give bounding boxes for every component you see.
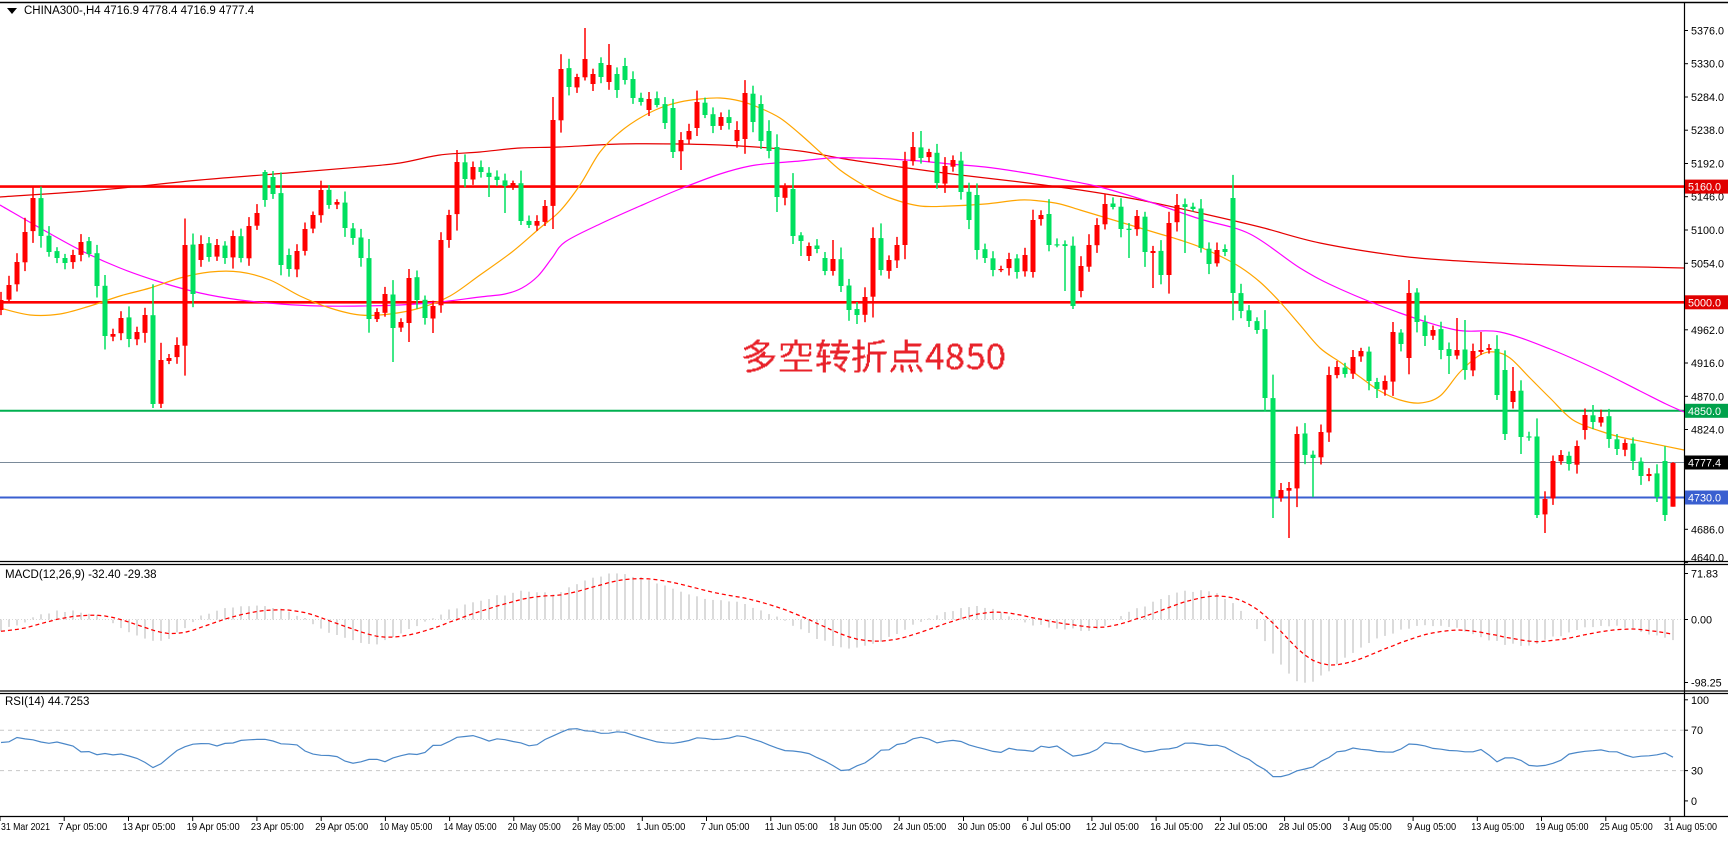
- svg-text:7 Jun 05:00: 7 Jun 05:00: [701, 821, 750, 833]
- svg-text:19 Apr 05:00: 19 Apr 05:00: [187, 821, 240, 833]
- svg-text:1 Jun 05:00: 1 Jun 05:00: [636, 821, 685, 833]
- svg-text:10 May 05:00: 10 May 05:00: [379, 821, 432, 833]
- svg-text:25 Aug 05:00: 25 Aug 05:00: [1600, 821, 1653, 833]
- svg-text:20 May 05:00: 20 May 05:00: [508, 821, 561, 833]
- svg-text:4962.0: 4962.0: [1691, 325, 1724, 337]
- svg-text:71.83: 71.83: [1691, 569, 1718, 581]
- svg-text:5160.0: 5160.0: [1688, 182, 1721, 194]
- svg-text:11 Jun 05:00: 11 Jun 05:00: [765, 821, 818, 833]
- svg-text:4850.0: 4850.0: [1688, 406, 1721, 418]
- svg-text:24 Jun 05:00: 24 Jun 05:00: [893, 821, 946, 833]
- svg-text:0: 0: [1691, 796, 1697, 808]
- svg-text:7 Apr 05:00: 7 Apr 05:00: [58, 821, 107, 833]
- svg-text:19 Aug 05:00: 19 Aug 05:00: [1536, 821, 1589, 833]
- svg-text:13 Aug 05:00: 13 Aug 05:00: [1471, 821, 1524, 833]
- svg-text:16 Jul 05:00: 16 Jul 05:00: [1150, 821, 1203, 833]
- svg-text:100: 100: [1691, 695, 1709, 707]
- svg-text:22 Jul 05:00: 22 Jul 05:00: [1214, 821, 1267, 833]
- svg-text:4730.0: 4730.0: [1688, 493, 1721, 505]
- svg-text:26 May 05:00: 26 May 05:00: [572, 821, 625, 833]
- svg-text:4916.0: 4916.0: [1691, 358, 1724, 370]
- svg-text:4640.0: 4640.0: [1691, 553, 1724, 565]
- svg-text:5000.0: 5000.0: [1688, 297, 1721, 309]
- svg-text:5192.0: 5192.0: [1691, 159, 1724, 171]
- svg-text:29 Apr 05:00: 29 Apr 05:00: [315, 821, 368, 833]
- svg-text:5376.0: 5376.0: [1691, 26, 1724, 38]
- svg-text:0.00: 0.00: [1691, 615, 1712, 627]
- svg-text:5238.0: 5238.0: [1691, 125, 1724, 137]
- svg-text:4777.4: 4777.4: [1688, 458, 1721, 470]
- svg-text:30: 30: [1691, 766, 1703, 778]
- svg-text:5284.0: 5284.0: [1691, 92, 1724, 104]
- svg-text:13 Apr 05:00: 13 Apr 05:00: [123, 821, 176, 833]
- svg-text:5100.0: 5100.0: [1691, 225, 1724, 237]
- svg-text:5330.0: 5330.0: [1691, 59, 1724, 71]
- svg-text:RSI(14) 44.7253: RSI(14) 44.7253: [5, 696, 89, 708]
- svg-text:12 Jul 05:00: 12 Jul 05:00: [1086, 821, 1139, 833]
- svg-text:3 Aug 05:00: 3 Aug 05:00: [1343, 821, 1392, 833]
- svg-text:70: 70: [1691, 725, 1703, 737]
- svg-text:MACD(12,26,9) -32.40 -29.38: MACD(12,26,9) -32.40 -29.38: [5, 569, 157, 581]
- svg-text:4824.0: 4824.0: [1691, 425, 1724, 437]
- svg-text:4870.0: 4870.0: [1691, 391, 1724, 403]
- svg-text:9 Aug 05:00: 9 Aug 05:00: [1407, 821, 1456, 833]
- svg-text:4686.0: 4686.0: [1691, 524, 1724, 536]
- svg-text:5054.0: 5054.0: [1691, 258, 1724, 270]
- svg-text:23 Apr 05:00: 23 Apr 05:00: [251, 821, 304, 833]
- svg-text:28 Jul 05:00: 28 Jul 05:00: [1279, 821, 1332, 833]
- svg-text:5146.0: 5146.0: [1691, 192, 1724, 204]
- svg-text:31 Mar 2021: 31 Mar 2021: [1, 821, 50, 833]
- svg-text:CHINA300-,H4 4716.9 4778.4 47: CHINA300-,H4 4716.9 4778.4 4716.9 4777.4: [24, 5, 255, 17]
- svg-text:31 Aug 05:00: 31 Aug 05:00: [1664, 821, 1717, 833]
- svg-text:6 Jul 05:00: 6 Jul 05:00: [1022, 821, 1071, 833]
- svg-text:30 Jun 05:00: 30 Jun 05:00: [958, 821, 1011, 833]
- svg-text:18 Jun 05:00: 18 Jun 05:00: [829, 821, 882, 833]
- svg-text:-98.25: -98.25: [1691, 678, 1722, 690]
- svg-text:14 May 05:00: 14 May 05:00: [444, 821, 497, 833]
